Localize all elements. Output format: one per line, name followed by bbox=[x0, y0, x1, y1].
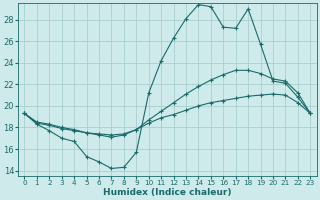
X-axis label: Humidex (Indice chaleur): Humidex (Indice chaleur) bbox=[103, 188, 232, 197]
